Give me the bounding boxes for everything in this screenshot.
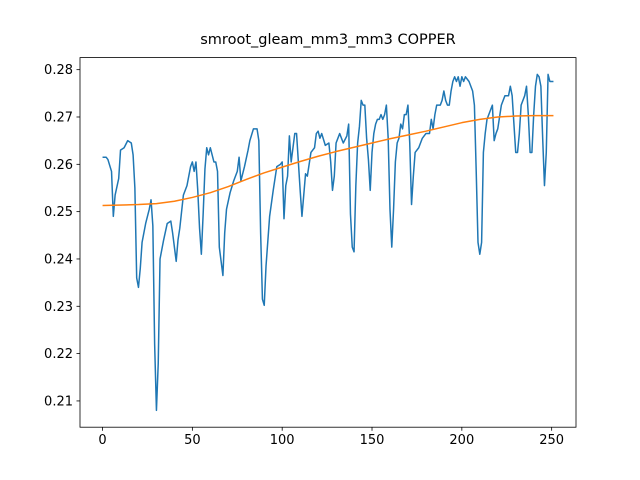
axes-frame [79, 57, 577, 428]
y-tick-label: 0.22 [44, 347, 73, 362]
x-tick-label: 250 [539, 433, 564, 448]
x-tick-label: 50 [184, 433, 201, 448]
y-tick-label: 0.21 [44, 394, 73, 409]
line-series [102, 114, 554, 207]
x-tick-label: 200 [449, 433, 474, 448]
y-tick-label: 0.25 [44, 205, 73, 220]
x-tick-label: 100 [270, 433, 295, 448]
y-tick-label: 0.28 [44, 63, 73, 78]
chart-title: smroot_gleam_mm3_mm3 COPPER [200, 32, 456, 48]
line-series [102, 73, 554, 412]
y-tick-label: 0.27 [44, 110, 73, 125]
y-tick-label: 0.26 [44, 158, 73, 173]
y-tick-label: 0.23 [44, 300, 73, 315]
x-tick-label: 150 [360, 433, 385, 448]
x-tick-label: 0 [98, 433, 106, 448]
y-tick-label: 0.24 [44, 252, 73, 267]
plot-area [102, 73, 554, 412]
